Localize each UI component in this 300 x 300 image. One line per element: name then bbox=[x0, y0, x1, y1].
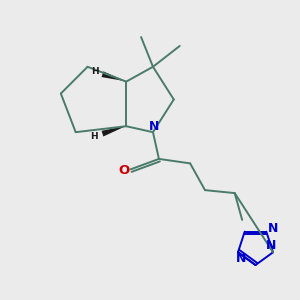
Polygon shape bbox=[102, 71, 126, 81]
Text: N: N bbox=[266, 239, 277, 252]
Text: H: H bbox=[90, 131, 98, 140]
Text: H: H bbox=[91, 67, 99, 76]
Polygon shape bbox=[102, 126, 126, 136]
Text: N: N bbox=[236, 252, 246, 265]
Text: O: O bbox=[118, 164, 130, 177]
Text: N: N bbox=[149, 120, 159, 133]
Text: N: N bbox=[268, 222, 278, 235]
